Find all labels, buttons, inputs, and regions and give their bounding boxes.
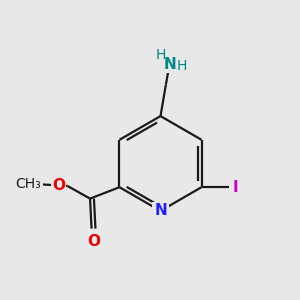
Text: N: N — [163, 57, 176, 72]
Text: CH₃: CH₃ — [15, 178, 40, 191]
Text: O: O — [52, 178, 65, 193]
Text: O: O — [87, 234, 100, 249]
Text: N: N — [154, 203, 167, 218]
Text: H: H — [155, 48, 166, 62]
Text: I: I — [233, 180, 239, 195]
Text: H: H — [177, 59, 187, 73]
